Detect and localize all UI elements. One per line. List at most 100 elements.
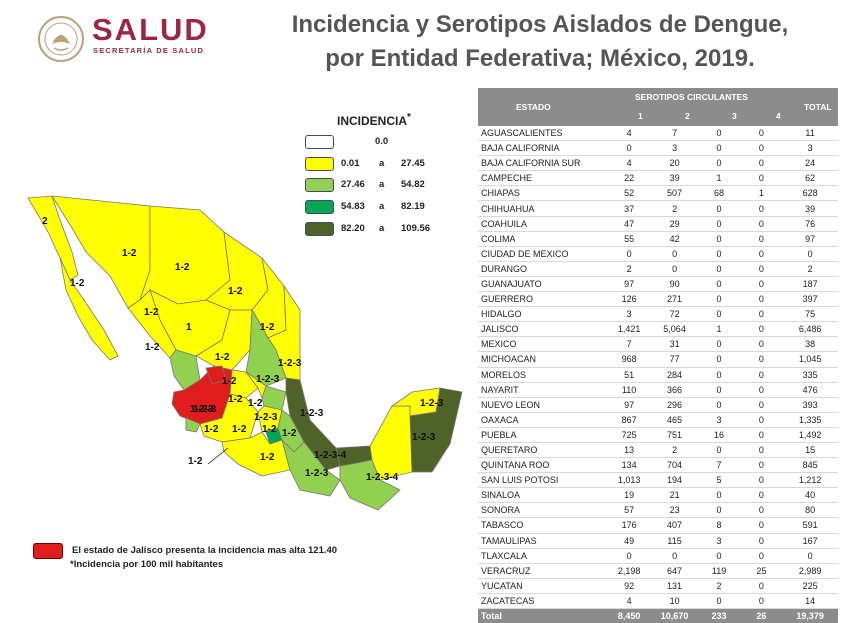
- legend-row-zero: 0.0: [305, 135, 435, 150]
- serotipo-cell: 194: [652, 473, 698, 488]
- state-name-cell: QUINTANA ROO: [478, 458, 607, 473]
- serotipo-cell: 3: [607, 307, 652, 322]
- serotype-map-label: 1-2: [222, 376, 237, 387]
- serotipo-cell: 0: [698, 246, 741, 261]
- serotipo-cell: 0: [741, 156, 783, 171]
- total-cell: 0: [782, 548, 838, 563]
- serotipo-cell: 0: [698, 397, 741, 412]
- serotype-map-label: 1-2: [144, 307, 159, 318]
- header-estado: ESTADO: [516, 102, 551, 112]
- serotype-map-label: 1-2: [260, 452, 275, 463]
- total-cell: 38: [782, 337, 838, 352]
- serotipo-cell: 507: [652, 186, 698, 201]
- serotipo-cell: 126: [607, 292, 652, 307]
- state-name-cell: SINALOA: [478, 488, 607, 503]
- serotipo-cell: 3: [698, 533, 741, 548]
- state-name-cell: AGUASCALIENTES: [478, 126, 607, 141]
- serotype-map-label: 1-2: [215, 352, 230, 363]
- total-cell: 335: [782, 367, 838, 382]
- total-cell: 2: [782, 261, 838, 276]
- serotipo-cell: 8: [698, 518, 741, 533]
- serotype-map-label: 1-2: [188, 456, 203, 467]
- serotype-map-label: 1-2: [175, 262, 190, 273]
- serotipo-cell: 0: [698, 201, 741, 216]
- serotype-map-label: 1: [186, 322, 192, 333]
- state-name-cell: OAXACA: [478, 412, 607, 427]
- header-serotipos: SEROTIPOS CIRCULANTES: [635, 92, 748, 102]
- total-value-cell: 26: [741, 609, 783, 623]
- serotype-map-label: 1-2-3: [254, 412, 278, 423]
- total-cell: 397: [782, 292, 838, 307]
- total-cell: 591: [782, 518, 838, 533]
- total-cell: 1,045: [782, 352, 838, 367]
- total-label-cell: Total: [478, 609, 607, 623]
- serotipo-cell: 97: [607, 276, 652, 291]
- state-name-cell: CIUDAD DE MEXICO: [478, 246, 607, 261]
- serotipo-cell: 704: [652, 458, 698, 473]
- serotipo-cell: 271: [652, 292, 698, 307]
- serotype-map-label: 1-2: [204, 424, 219, 435]
- serotipo-cell: 0: [741, 231, 783, 246]
- serotipo-cell: 0: [698, 276, 741, 291]
- serotipo-cell: 0: [698, 141, 741, 156]
- serotipo-cell: 0: [741, 337, 783, 352]
- serotipo-cell: 1: [698, 322, 741, 337]
- serotipo-cell: 0: [741, 141, 783, 156]
- header-serotipo-4: 4: [776, 111, 781, 121]
- serotipo-cell: 51: [607, 367, 652, 382]
- total-cell: 1,335: [782, 412, 838, 427]
- title-line-2: por Entidad Federativa; México, 2019.: [270, 42, 810, 76]
- state-name-cell: GUERRERO: [478, 292, 607, 307]
- total-cell: 11: [782, 126, 838, 141]
- legend-title-text: INCIDENCIA: [337, 114, 407, 128]
- state-name-cell: HIDALGO: [478, 307, 607, 322]
- serotype-map-label: 1-2-3: [420, 398, 444, 409]
- total-value-cell: 233: [698, 609, 741, 623]
- serotipo-cell: 0: [698, 488, 741, 503]
- state-name-cell: GUANAJUATO: [478, 276, 607, 291]
- serotipo-cell: 366: [652, 382, 698, 397]
- serotipo-cell: 29: [652, 216, 698, 231]
- total-cell: 3: [782, 141, 838, 156]
- serotipo-cell: 0: [741, 322, 783, 337]
- legend-low: 0.01: [341, 158, 360, 169]
- serotipo-cell: 55: [607, 231, 652, 246]
- state-name-cell: VERACRUZ: [478, 563, 607, 578]
- serotype-map-label: 1-2-3: [305, 468, 329, 479]
- serotipo-cell: 31: [652, 337, 698, 352]
- mexico-map: 21-21-21-21-211-21-21-21-2-31-2-31-2-31-…: [0, 180, 478, 515]
- state-name-cell: MEXICO: [478, 337, 607, 352]
- serotipo-cell: 0: [741, 246, 783, 261]
- serotype-map-label: 1-2-3: [300, 408, 324, 419]
- serotipo-cell: 0: [741, 171, 783, 186]
- serotipo-cell: 1: [741, 186, 783, 201]
- state-name-cell: YUCATAN: [478, 578, 607, 593]
- jalisco-swatch: [33, 543, 63, 559]
- state-name-cell: COLIMA: [478, 231, 607, 246]
- serotipo-cell: 3: [698, 412, 741, 427]
- serotipo-cell: 725: [607, 427, 652, 442]
- serotipo-cell: 115: [652, 533, 698, 548]
- serotype-map-label: 1-2-3: [256, 374, 280, 385]
- state-name-cell: PUEBLA: [478, 427, 607, 442]
- total-cell: 1,212: [782, 473, 838, 488]
- total-cell: 225: [782, 578, 838, 593]
- total-cell: 24: [782, 156, 838, 171]
- total-cell: 40: [782, 488, 838, 503]
- serotipo-cell: 407: [652, 518, 698, 533]
- serotipo-cell: 37: [607, 201, 652, 216]
- legend-row-1: 0.01 a 27.45: [305, 157, 435, 172]
- serotipo-cell: 119: [698, 563, 741, 578]
